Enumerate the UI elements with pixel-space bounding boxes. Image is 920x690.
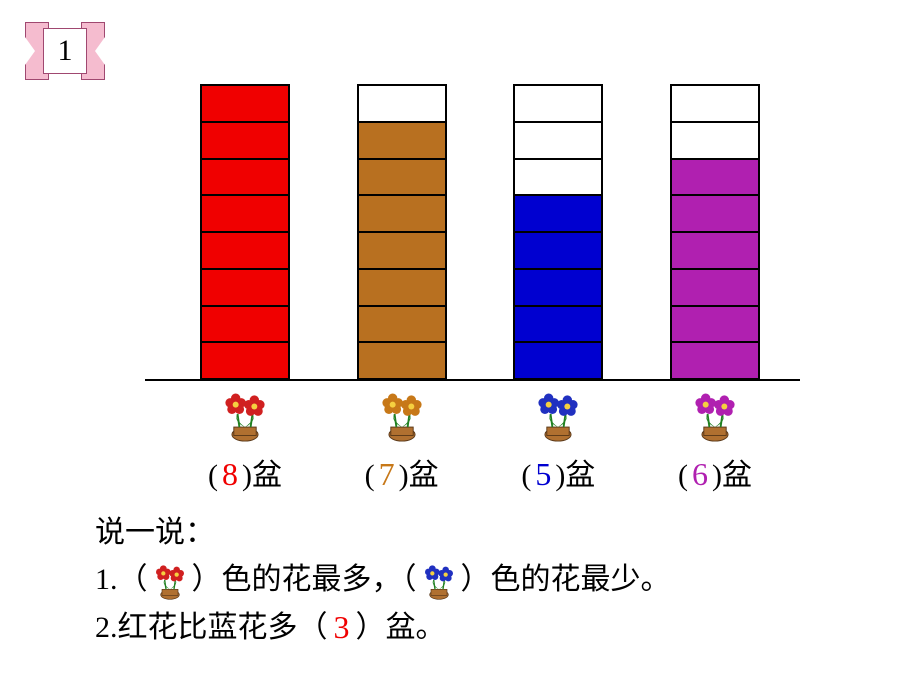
bar-column bbox=[357, 84, 447, 380]
bar-cell bbox=[515, 121, 601, 158]
label-value: 8 bbox=[222, 456, 238, 493]
flower-icon bbox=[217, 386, 273, 442]
q1-mid: ）色的花最多，（ bbox=[192, 557, 417, 604]
flower-icon-wrapper bbox=[357, 386, 447, 442]
flower-icon-wrapper bbox=[670, 386, 760, 442]
questions-block: 说一说： 1.（ ）色的花最多，（ bbox=[95, 510, 671, 653]
bar-cell bbox=[359, 194, 445, 231]
bar-cell bbox=[672, 268, 758, 305]
label-suffix: )盆 bbox=[712, 450, 752, 494]
flower-icon bbox=[150, 560, 190, 600]
q1-prefix: 1.（ bbox=[95, 557, 148, 604]
bar-cell bbox=[515, 341, 601, 378]
flower-icon bbox=[687, 386, 743, 442]
bar-cell bbox=[359, 341, 445, 378]
bar bbox=[200, 84, 290, 380]
bar-cell bbox=[202, 268, 288, 305]
bar-cell bbox=[515, 305, 601, 342]
flower-icon-wrapper bbox=[513, 386, 603, 442]
bar-cell bbox=[672, 194, 758, 231]
q1-suffix: ）色的花最少。 bbox=[461, 557, 671, 604]
label-value: 5 bbox=[535, 456, 551, 493]
bar-cell bbox=[202, 121, 288, 158]
label-prefix: ( bbox=[365, 459, 375, 493]
q2-suffix: ）盆。 bbox=[356, 605, 446, 652]
bar-cell bbox=[359, 86, 445, 121]
bar-cell bbox=[359, 305, 445, 342]
bars-row bbox=[200, 84, 760, 380]
label-suffix: )盆 bbox=[555, 450, 595, 494]
label-prefix: ( bbox=[208, 459, 218, 493]
flower-icon-least bbox=[419, 560, 459, 600]
q2-prefix: 2.红花比蓝花多（ bbox=[95, 605, 328, 652]
question-1: 1.（ ）色的花最多，（ bbox=[95, 557, 671, 604]
bar-column bbox=[513, 84, 603, 380]
bar-cell bbox=[672, 341, 758, 378]
flower-icon-wrapper bbox=[200, 386, 290, 442]
bar-cell bbox=[202, 341, 288, 378]
bar-cell bbox=[672, 121, 758, 158]
bar bbox=[670, 84, 760, 380]
bar-cell bbox=[202, 305, 288, 342]
bar-cell bbox=[672, 86, 758, 121]
label-prefix: ( bbox=[678, 459, 688, 493]
bar bbox=[513, 84, 603, 380]
label-suffix: )盆 bbox=[242, 450, 282, 494]
bar bbox=[357, 84, 447, 380]
label-value: 7 bbox=[379, 456, 395, 493]
flower-icon-most bbox=[150, 560, 190, 600]
label-suffix: )盆 bbox=[399, 450, 439, 494]
bar-cell bbox=[202, 194, 288, 231]
bar-column bbox=[670, 84, 760, 380]
count-label: ( 8 )盆 bbox=[208, 450, 282, 494]
count-label: ( 7 )盆 bbox=[365, 450, 439, 494]
bar-cell bbox=[359, 268, 445, 305]
bar-cell bbox=[202, 158, 288, 195]
bar-cell bbox=[359, 121, 445, 158]
questions-heading: 说一说： bbox=[95, 510, 671, 557]
page-number-ribbon: 1 bbox=[25, 22, 105, 80]
bar-cell bbox=[672, 305, 758, 342]
label-prefix: ( bbox=[521, 459, 531, 493]
count-label: ( 6 )盆 bbox=[678, 450, 752, 494]
bar-cell bbox=[515, 268, 601, 305]
flower-icon bbox=[419, 560, 459, 600]
bar-cell bbox=[515, 194, 601, 231]
flower-icon bbox=[530, 386, 586, 442]
q2-answer-value: 3 bbox=[334, 603, 350, 653]
flower-icon bbox=[374, 386, 430, 442]
flower-icons-row bbox=[200, 386, 760, 442]
bar-cell bbox=[515, 86, 601, 121]
bar-cell bbox=[672, 231, 758, 268]
bar-cell bbox=[515, 158, 601, 195]
bar-cell bbox=[359, 158, 445, 195]
bar-cell bbox=[515, 231, 601, 268]
count-labels-row: ( 8 )盆( 7 )盆( 5 )盆( 6 )盆 bbox=[180, 448, 780, 494]
bar-cell bbox=[672, 158, 758, 195]
bar-cell bbox=[202, 231, 288, 268]
bar-chart bbox=[200, 84, 760, 442]
page-number: 1 bbox=[43, 28, 87, 74]
bar-cell bbox=[202, 86, 288, 121]
bar-column bbox=[200, 84, 290, 380]
count-label: ( 5 )盆 bbox=[521, 450, 595, 494]
label-value: 6 bbox=[692, 456, 708, 493]
question-2: 2.红花比蓝花多（ 3 ）盆。 bbox=[95, 603, 671, 653]
bar-cell bbox=[359, 231, 445, 268]
